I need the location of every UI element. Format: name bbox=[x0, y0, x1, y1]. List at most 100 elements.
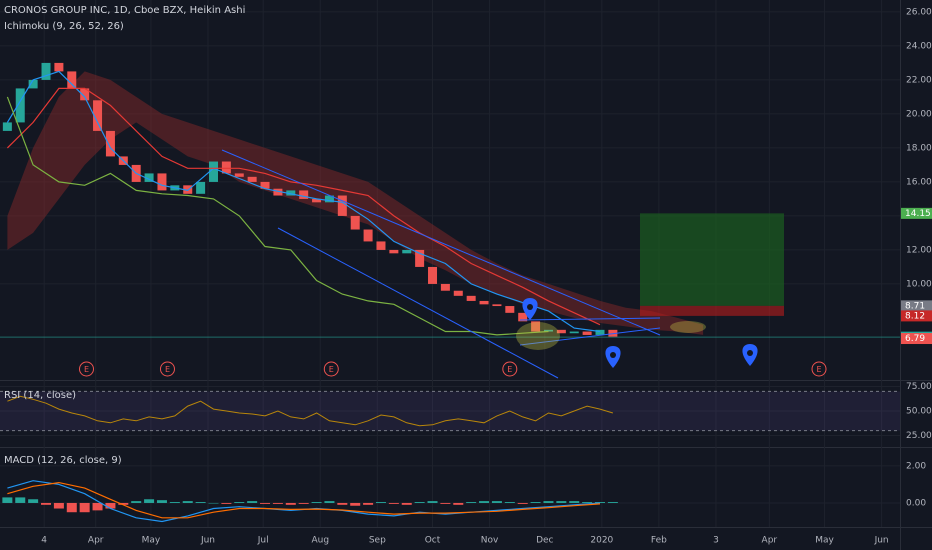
rsi-line bbox=[7, 395, 614, 427]
histogram-bar bbox=[607, 502, 618, 503]
candle bbox=[428, 266, 438, 284]
candle bbox=[466, 295, 476, 301]
y-tick-label: 12.00 bbox=[906, 245, 932, 255]
candle bbox=[105, 130, 115, 157]
candle bbox=[479, 300, 489, 305]
histogram-bar bbox=[221, 502, 232, 504]
event-label: E bbox=[816, 365, 821, 374]
candle bbox=[208, 161, 218, 182]
candle bbox=[28, 79, 38, 89]
histogram-bar bbox=[530, 502, 541, 503]
histogram-bar bbox=[169, 502, 180, 503]
histogram-bar bbox=[388, 502, 399, 504]
histogram-bar bbox=[311, 502, 322, 503]
y-tick-label: 25.00 bbox=[906, 431, 932, 441]
histogram-bar bbox=[105, 502, 116, 509]
histogram-bar bbox=[15, 497, 26, 503]
indicator-line bbox=[6, 96, 549, 336]
event-label: E bbox=[329, 365, 334, 374]
y-tick-label: 75.00 bbox=[906, 382, 932, 392]
price-label-bg bbox=[901, 310, 932, 322]
channel-line bbox=[221, 149, 661, 336]
histogram-bar bbox=[234, 502, 245, 503]
price-label: 14.15 bbox=[905, 209, 931, 219]
y-tick-label: 50.00 bbox=[906, 407, 932, 417]
histogram-bar bbox=[260, 502, 271, 504]
candle bbox=[2, 122, 12, 131]
candle bbox=[402, 249, 412, 254]
y-tick-label: 18.00 bbox=[906, 143, 932, 153]
histogram-bar bbox=[517, 502, 528, 504]
event-marker bbox=[323, 361, 339, 377]
x-tick-label: Sep bbox=[369, 536, 386, 546]
x-tick-label: Nov bbox=[481, 536, 499, 546]
candle bbox=[234, 173, 244, 177]
histogram-bar bbox=[41, 502, 52, 505]
x-tick-label: Dec bbox=[536, 536, 553, 546]
macd-line bbox=[7, 481, 601, 519]
ichimoku-cloud bbox=[7, 71, 704, 335]
histogram-bar bbox=[582, 502, 593, 503]
histogram-bar bbox=[28, 499, 39, 503]
y-tick-label: 20.00 bbox=[906, 109, 932, 119]
price-label: 8.12 bbox=[905, 311, 925, 321]
candle bbox=[157, 173, 167, 191]
candle bbox=[453, 290, 463, 296]
histogram-bar bbox=[401, 502, 412, 505]
event-marker bbox=[811, 361, 827, 377]
indicator-title: RSI (14, close) bbox=[4, 390, 76, 401]
histogram-bar bbox=[466, 502, 477, 503]
histogram-bar bbox=[156, 500, 167, 503]
price-label-bg bbox=[901, 333, 932, 345]
x-tick-label: Apr bbox=[762, 536, 778, 546]
x-tick-label: Jun bbox=[200, 536, 215, 546]
histogram-bar bbox=[440, 502, 451, 504]
price-label-bg bbox=[901, 207, 932, 219]
candle bbox=[183, 185, 193, 194]
histogram-bar bbox=[131, 501, 142, 503]
y-tick-label: 10.00 bbox=[906, 279, 932, 289]
histogram-bar bbox=[556, 501, 567, 503]
histogram-bar bbox=[285, 502, 296, 505]
indicator-line bbox=[6, 87, 601, 326]
candle bbox=[144, 173, 154, 182]
x-tick-label: 4 bbox=[41, 536, 47, 546]
candle bbox=[531, 321, 541, 332]
candle bbox=[80, 88, 90, 101]
stop-zone bbox=[640, 305, 784, 316]
candle bbox=[518, 312, 528, 322]
x-tick-label: 3 bbox=[713, 536, 719, 546]
pin-hole bbox=[747, 350, 753, 356]
x-tick-label: Oct bbox=[425, 536, 441, 546]
price-label: 8.71 bbox=[905, 301, 925, 311]
candle bbox=[221, 161, 231, 174]
histogram-bar bbox=[247, 501, 258, 503]
y-tick-label: 0.00 bbox=[906, 498, 926, 508]
candle bbox=[41, 62, 51, 80]
chart-title: CRONOS GROUP INC, 1D, Cboe BZX, Heikin A… bbox=[4, 5, 245, 16]
candle bbox=[337, 195, 347, 216]
histogram-bar bbox=[92, 502, 103, 511]
histogram-bar bbox=[375, 502, 386, 503]
indicator-title: MACD (12, 26, close, 9) bbox=[4, 455, 122, 466]
indicator-line bbox=[6, 70, 601, 333]
indicator-title: Ichimoku (9, 26, 52, 26) bbox=[4, 21, 124, 32]
candle bbox=[312, 198, 322, 203]
rsi-band bbox=[0, 391, 900, 431]
candle bbox=[505, 306, 515, 313]
candle bbox=[363, 229, 373, 242]
x-tick-label: 2020 bbox=[590, 536, 613, 546]
histogram-bar bbox=[182, 501, 193, 503]
histogram-bar bbox=[479, 501, 490, 503]
candle bbox=[15, 88, 25, 123]
histogram-bar bbox=[79, 502, 90, 513]
candle bbox=[67, 71, 77, 89]
histogram-bar bbox=[414, 502, 425, 503]
histogram-bar bbox=[2, 497, 13, 503]
candle bbox=[273, 188, 283, 196]
histogram-bar bbox=[337, 502, 348, 505]
x-tick-label: Jul bbox=[257, 536, 269, 546]
candle bbox=[376, 241, 386, 250]
